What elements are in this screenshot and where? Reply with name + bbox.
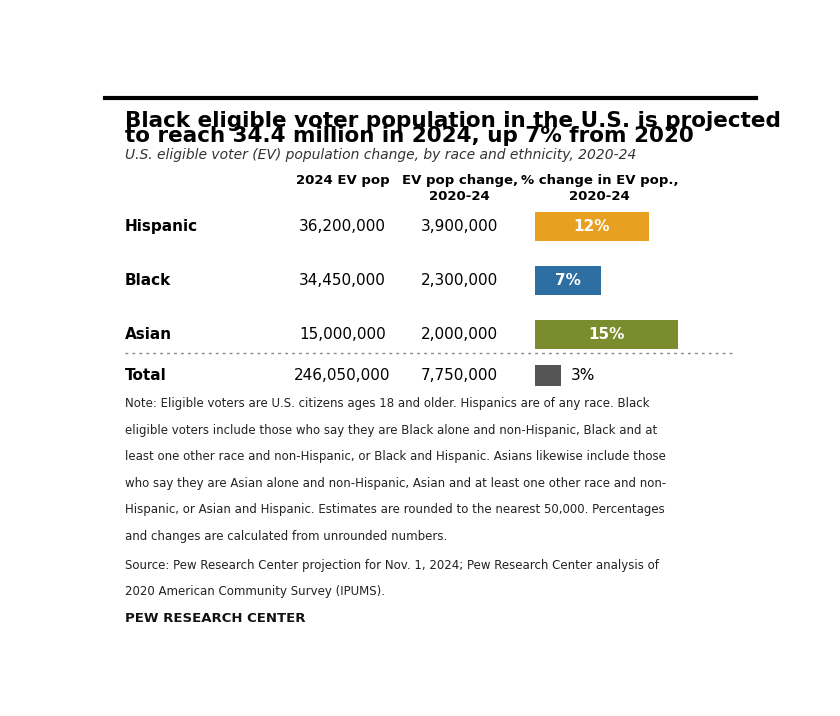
Text: 15%: 15%: [588, 327, 624, 342]
Bar: [535, 212, 649, 241]
Bar: [535, 365, 561, 386]
Text: Note: Eligible voters are U.S. citizens ages 18 and older. Hispanics are of any : Note: Eligible voters are U.S. citizens …: [124, 397, 649, 410]
Text: Black eligible voter population in the U.S. is projected: Black eligible voter population in the U…: [124, 111, 780, 131]
Text: Asian: Asian: [124, 327, 171, 342]
Text: 246,050,000: 246,050,000: [294, 368, 391, 383]
Text: Hispanic, or Asian and Hispanic. Estimates are rounded to the nearest 50,000. Pe: Hispanic, or Asian and Hispanic. Estimat…: [124, 503, 664, 516]
Text: 2020 American Community Survey (IPUMS).: 2020 American Community Survey (IPUMS).: [124, 586, 385, 599]
Text: Black: Black: [124, 274, 171, 289]
Text: Source: Pew Research Center projection for Nov. 1, 2024; Pew Research Center ana: Source: Pew Research Center projection f…: [124, 559, 659, 572]
Text: 36,200,000: 36,200,000: [299, 219, 386, 234]
Text: 12%: 12%: [574, 219, 610, 234]
Text: PEW RESEARCH CENTER: PEW RESEARCH CENTER: [124, 612, 305, 625]
Text: U.S. eligible voter (EV) population change, by race and ethnicity, 2020-24: U.S. eligible voter (EV) population chan…: [124, 147, 636, 162]
Text: 2024 EV pop: 2024 EV pop: [296, 174, 390, 187]
Text: least one other race and non-Hispanic, or Black and Hispanic. Asians likewise in: least one other race and non-Hispanic, o…: [124, 450, 665, 463]
Text: and changes are calculated from unrounded numbers.: and changes are calculated from unrounde…: [124, 530, 447, 543]
Text: eligible voters include those who say they are Black alone and non-Hispanic, Bla: eligible voters include those who say th…: [124, 424, 657, 437]
Text: 7%: 7%: [555, 273, 581, 288]
Text: who say they are Asian alone and non-Hispanic, Asian and at least one other race: who say they are Asian alone and non-His…: [124, 477, 666, 490]
Text: 34,450,000: 34,450,000: [299, 274, 386, 289]
Text: 2,000,000: 2,000,000: [421, 327, 498, 342]
Text: 2,300,000: 2,300,000: [421, 274, 498, 289]
Text: Total: Total: [124, 368, 166, 383]
Text: 3%: 3%: [570, 368, 595, 383]
Bar: [535, 320, 678, 349]
Text: Hispanic: Hispanic: [124, 219, 197, 234]
Bar: [535, 266, 601, 295]
Text: 7,750,000: 7,750,000: [421, 368, 498, 383]
Text: 15,000,000: 15,000,000: [299, 327, 386, 342]
Text: EV pop change,
2020-24: EV pop change, 2020-24: [402, 174, 517, 203]
Text: % change in EV pop.,
2020-24: % change in EV pop., 2020-24: [521, 174, 679, 203]
Text: 3,900,000: 3,900,000: [421, 219, 498, 234]
Text: to reach 34.4 million in 2024, up 7% from 2020: to reach 34.4 million in 2024, up 7% fro…: [124, 125, 693, 145]
